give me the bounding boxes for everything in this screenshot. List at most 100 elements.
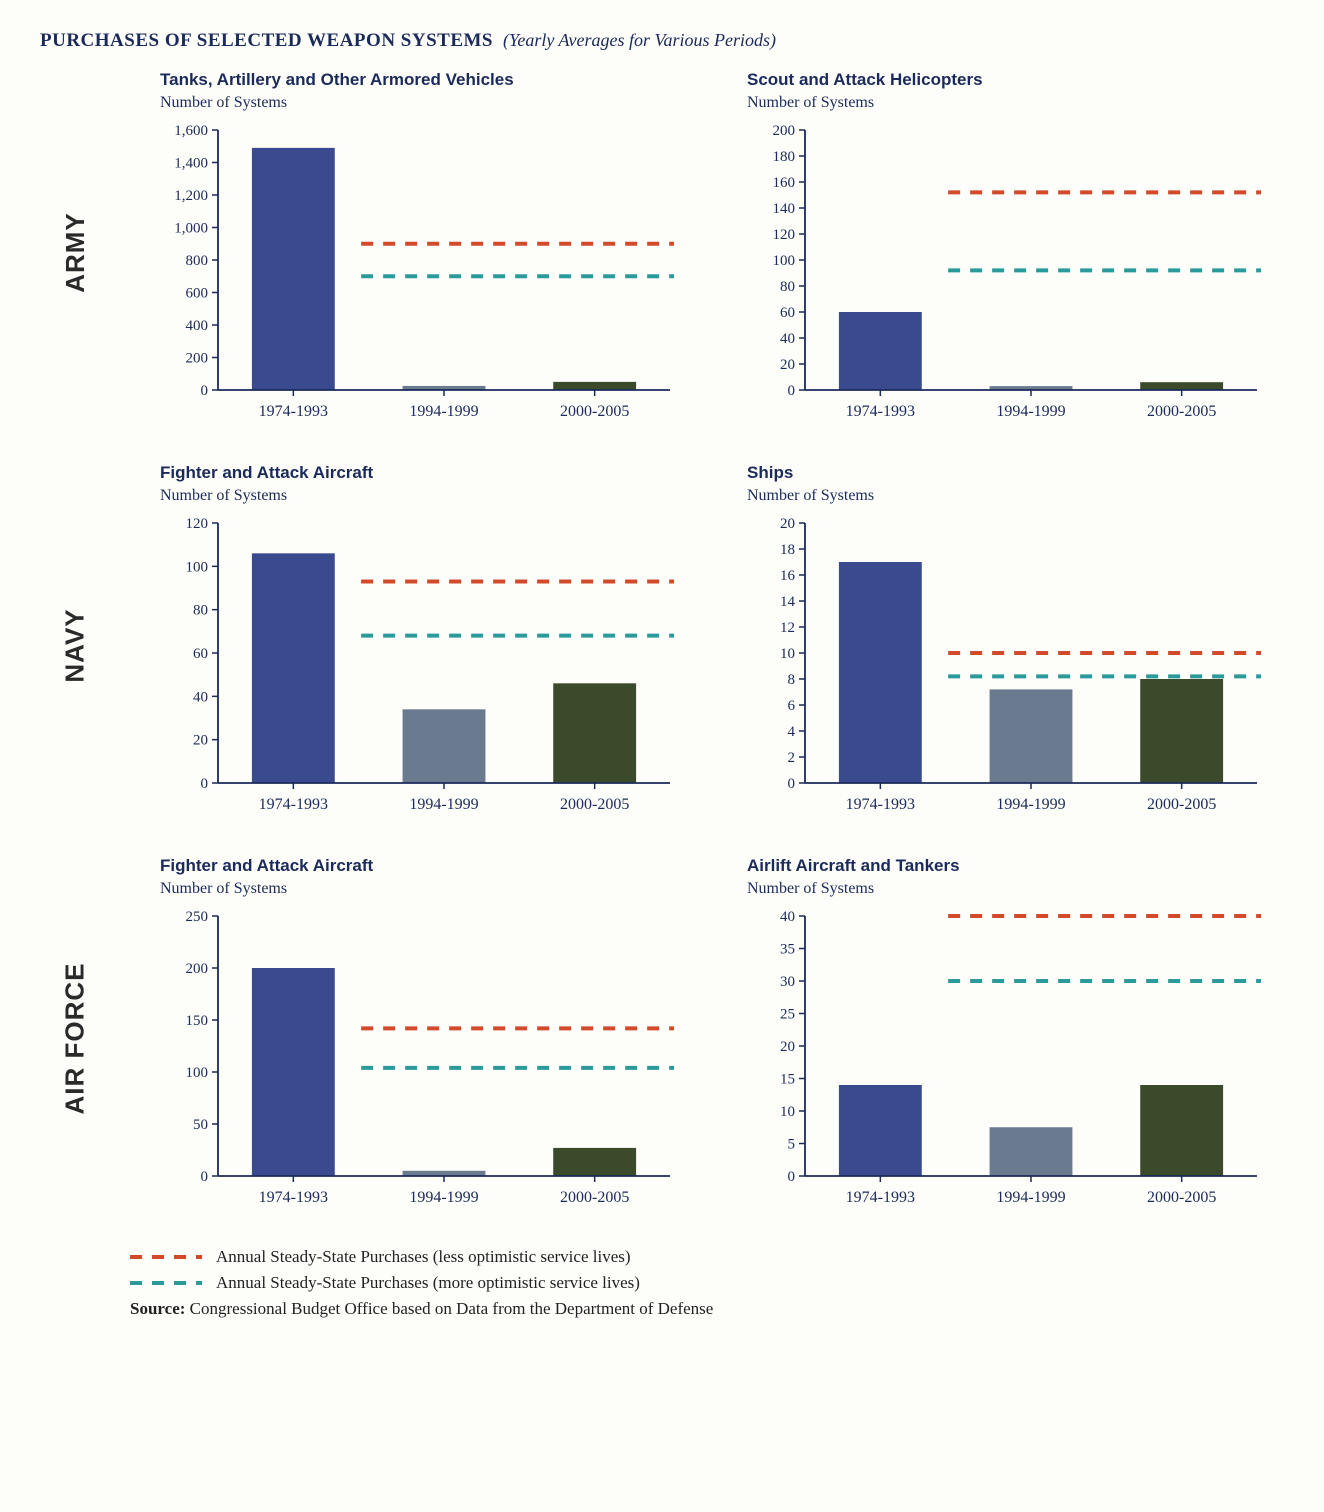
row-label: AIR FORCE [40, 856, 110, 1221]
bar [553, 683, 636, 783]
y-tick-label: 1,000 [174, 221, 208, 237]
y-tick-label: 40 [780, 909, 795, 925]
bar [1140, 382, 1223, 390]
y-tick-label: 140 [773, 201, 796, 217]
bar [252, 968, 335, 1176]
legend-red-label: Annual Steady-State Purchases (less opti… [216, 1247, 631, 1267]
title-bold: PURCHASES OF SELECTED WEAPON SYSTEMS [40, 30, 493, 51]
row-label: ARMY [40, 70, 110, 435]
bar [839, 1085, 922, 1176]
y-tick-label: 120 [186, 516, 209, 532]
bar [553, 382, 636, 390]
bar [1140, 679, 1223, 783]
legend-row-red: Annual Steady-State Purchases (less opti… [130, 1247, 1284, 1267]
y-tick-label: 600 [186, 286, 209, 302]
y-tick-label: 800 [186, 253, 209, 269]
x-category-label: 1974-1993 [846, 403, 915, 420]
y-tick-label: 120 [773, 227, 796, 243]
bar [252, 553, 335, 783]
x-category-label: 1974-1993 [259, 403, 328, 420]
x-category-label: 2000-2005 [1147, 403, 1216, 420]
chart-cell: Tanks, Artillery and Other Armored Vehic… [160, 70, 697, 435]
y-tick-label: 60 [193, 646, 208, 662]
y-tick-label: 50 [193, 1117, 208, 1133]
y-tick-label: 80 [780, 279, 795, 295]
y-tick-label: 18 [780, 542, 795, 558]
y-tick-label: 0 [201, 776, 209, 792]
x-category-label: 2000-2005 [1147, 796, 1216, 813]
chart-plot: 0501001502002501974-19931994-19992000-20… [160, 906, 680, 1221]
y-tick-label: 20 [780, 516, 795, 532]
row-label-text: AIR FORCE [60, 963, 91, 1115]
source-line: Source: Congressional Budget Office base… [130, 1299, 1284, 1319]
chart-subtitle: Number of Systems [747, 487, 1284, 505]
y-tick-label: 1,600 [174, 123, 208, 139]
bar [553, 1148, 636, 1176]
x-category-label: 1994-1999 [409, 403, 478, 420]
chart-plot: 0204060801001201401601802001974-19931994… [747, 120, 1267, 435]
y-tick-label: 200 [186, 961, 209, 977]
y-tick-label: 35 [780, 942, 795, 958]
x-category-label: 1994-1999 [409, 796, 478, 813]
y-tick-label: 80 [193, 603, 208, 619]
y-tick-label: 0 [788, 1169, 796, 1185]
y-tick-label: 100 [186, 1065, 209, 1081]
chart-cell: ShipsNumber of Systems024681012141618201… [747, 463, 1284, 828]
bar [1140, 1085, 1223, 1176]
x-category-label: 1994-1999 [409, 1189, 478, 1206]
y-tick-label: 150 [186, 1013, 209, 1029]
x-category-label: 1974-1993 [259, 796, 328, 813]
legend: Annual Steady-State Purchases (less opti… [130, 1247, 1284, 1319]
x-category-label: 2000-2005 [560, 1189, 629, 1206]
y-tick-label: 20 [780, 1039, 795, 1055]
x-category-label: 1974-1993 [846, 796, 915, 813]
chart-plot: 02004006008001,0001,2001,4001,6001974-19… [160, 120, 680, 435]
y-tick-label: 20 [780, 357, 795, 373]
chart-subtitle: Number of Systems [747, 94, 1284, 112]
y-tick-label: 100 [773, 253, 796, 269]
x-category-label: 2000-2005 [1147, 1189, 1216, 1206]
chart-svg: 02004006008001,0001,2001,4001,6001974-19… [160, 120, 680, 430]
chart-title: Ships [747, 463, 1284, 483]
source-rest: Congressional Budget Office based on Dat… [185, 1299, 713, 1318]
chart-title: Tanks, Artillery and Other Armored Vehic… [160, 70, 697, 90]
bar [990, 1127, 1073, 1176]
chart-cell: Airlift Aircraft and Tankers Number of Sy… [747, 856, 1284, 1221]
chart-cell: Fighter and Attack AircraftNumber of Sys… [160, 856, 697, 1221]
y-tick-label: 25 [780, 1007, 795, 1023]
x-category-label: 1974-1993 [259, 1189, 328, 1206]
y-tick-label: 180 [773, 149, 796, 165]
y-tick-label: 40 [193, 689, 208, 705]
y-tick-label: 250 [186, 909, 209, 925]
chart-subtitle: Number of Systems [160, 880, 697, 898]
y-tick-label: 60 [780, 305, 795, 321]
chart-svg: 0204060801001201401601802001974-19931994… [747, 120, 1267, 430]
chart-title: Scout and Attack Helicopters [747, 70, 1284, 90]
y-tick-label: 20 [193, 733, 208, 749]
bar [839, 562, 922, 783]
chart-subtitle: Number of Systems [747, 880, 1284, 898]
y-tick-label: 160 [773, 175, 796, 191]
y-tick-label: 8 [788, 672, 796, 688]
y-tick-label: 6 [788, 698, 796, 714]
row-label-text: NAVY [60, 608, 91, 682]
x-category-label: 1974-1993 [846, 1189, 915, 1206]
chart-plot: 05101520253035401974-19931994-19992000-2… [747, 906, 1267, 1221]
y-tick-label: 16 [780, 568, 796, 584]
y-tick-label: 1,400 [174, 156, 208, 172]
y-tick-label: 0 [788, 776, 796, 792]
x-category-label: 2000-2005 [560, 403, 629, 420]
page-title: PURCHASES OF SELECTED WEAPON SYSTEMS (Ye… [40, 30, 1284, 52]
y-tick-label: 0 [201, 383, 209, 399]
x-category-label: 1994-1999 [996, 796, 1065, 813]
chart-title: Airlift Aircraft and Tankers [747, 856, 1284, 876]
bar [403, 709, 486, 783]
chart-subtitle: Number of Systems [160, 94, 697, 112]
legend-dash-red-icon [130, 1255, 202, 1259]
y-tick-label: 10 [780, 646, 795, 662]
chart-svg: 05101520253035401974-19931994-19992000-2… [747, 906, 1267, 1216]
chart-plot: 024681012141618201974-19931994-19992000-… [747, 513, 1267, 828]
chart-svg: 0501001502002501974-19931994-19992000-20… [160, 906, 680, 1216]
y-tick-label: 400 [186, 318, 209, 334]
y-tick-label: 40 [780, 331, 795, 347]
